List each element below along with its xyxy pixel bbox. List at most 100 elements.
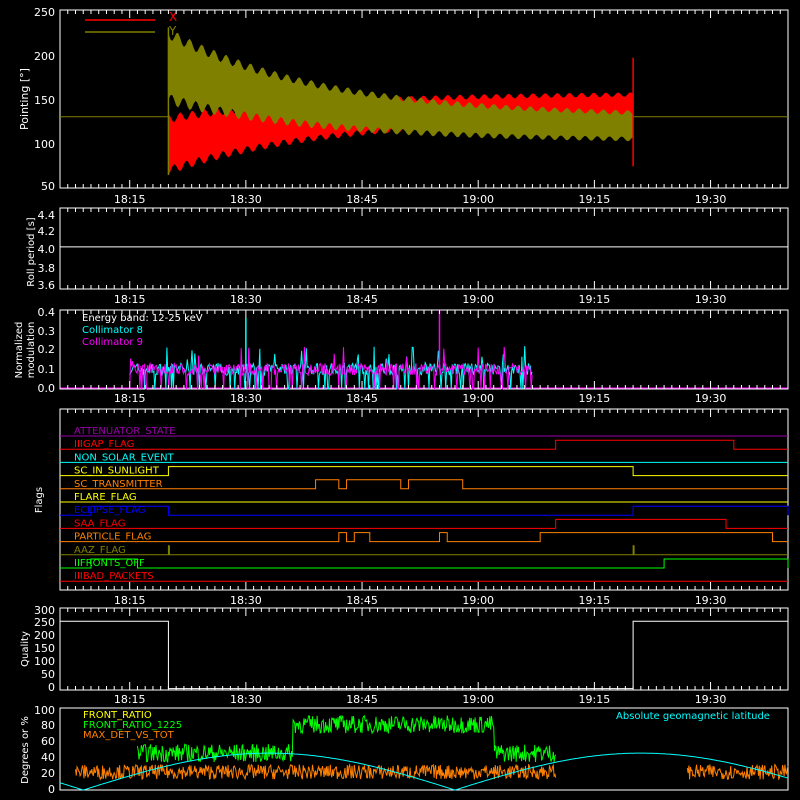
flag-label: NON_SOLAR_EVENT <box>74 452 175 463</box>
x-tick-label: 19:00 <box>462 693 494 706</box>
x-tick-label: 19:00 <box>462 193 494 206</box>
mod-energy-band: Energy band: 12-25 keV <box>82 313 203 324</box>
x-tick-label: 19:15 <box>579 594 611 607</box>
flag-label: SC_TRANSMITTER <box>74 479 163 490</box>
mod-ytick-0.0: 0.0 <box>38 382 56 395</box>
ratios-ytick-20: 20 <box>41 767 55 780</box>
mod-legend-collimator-9: Collimator 9 <box>82 337 143 348</box>
x-tick-label: 18:45 <box>346 392 378 405</box>
quality-ytick-250: 250 <box>34 616 55 629</box>
x-tick-label: 19:00 <box>462 293 494 306</box>
x-tick-label: 19:00 <box>462 392 494 405</box>
x-tick-label: 18:45 <box>346 193 378 206</box>
mod-ylabel-line1: Normalized <box>14 322 25 379</box>
ratios-series-max-det-vs-tot <box>75 762 557 781</box>
mod-legend-collimator-8: Collimator 8 <box>82 325 143 336</box>
pointing-ytick-50: 50 <box>41 180 55 193</box>
flags-marks: ATTENUATOR_STATE IIIGAP_FLAG NON_SOLAR_EVE… <box>60 426 789 582</box>
x-tick-label: 19:00 <box>462 594 494 607</box>
ratios-panel: 0 20 40 60 80 100 Degrees or % FRONT_RAT… <box>20 704 789 796</box>
x-tick-label: 19:30 <box>695 193 727 206</box>
flag-line <box>60 439 788 450</box>
ratios-series-max-det-vs-tot <box>686 763 789 781</box>
roll-ytick-4.2: 4.2 <box>38 225 56 238</box>
pointing-ytick-100: 100 <box>34 138 55 151</box>
flag-line <box>60 558 789 569</box>
roll-ytick-3.6: 3.6 <box>38 279 56 292</box>
x-tick-label: 18:30 <box>230 293 262 306</box>
flag-label: SC_IN_SUNLIGHT <box>74 466 160 477</box>
x-tick-label: 19:15 <box>579 392 611 405</box>
x-tick-label: 18:45 <box>346 693 378 706</box>
x-tick-label: 18:45 <box>346 594 378 607</box>
flags-panel: ATTENUATOR_STATE IIIGAP_FLAG NON_SOLAR_EVE… <box>34 408 789 607</box>
pointing-ylabel: Pointing [°] <box>18 68 31 130</box>
flag-label: FLARE_FLAG <box>74 492 137 503</box>
flag-line <box>60 505 789 516</box>
quality-ytick-50: 50 <box>41 668 55 681</box>
ratios-ytick-0: 0 <box>48 783 55 796</box>
ratios-ylabel: Degrees or % <box>20 716 31 784</box>
flag-label: IIIBAD_PACKETS <box>74 571 154 582</box>
ratios-legend-max-det-vs-tot: MAX_DET_VS_TOT <box>83 730 175 741</box>
pointing-series-y <box>168 32 634 142</box>
flag-label: AAZ_FLAG <box>74 545 126 556</box>
x-tick-label: 18:15 <box>114 594 146 607</box>
x-tick-label: 18:15 <box>114 293 146 306</box>
ratios-frame <box>59 707 789 791</box>
quality-ytick-300: 300 <box>34 604 55 617</box>
x-tick-label: 18:45 <box>346 293 378 306</box>
mod-ytick-0.1: 0.1 <box>38 363 56 376</box>
flag-label: PARTICLE_FLAG <box>74 532 151 543</box>
modulation-series-collimator-9 <box>129 346 533 390</box>
flag-line <box>60 518 788 529</box>
x-tick-label: 18:30 <box>230 693 262 706</box>
modulation-panel: 0.0 0.1 0.2 0.3 0.4 Normalized modulatio… <box>14 306 789 405</box>
x-tick-label: 18:15 <box>114 193 146 206</box>
flag-label: IIIGAP_FLAG <box>74 439 134 450</box>
x-tick-label: 18:30 <box>230 193 262 206</box>
flag-line <box>60 545 788 556</box>
mod-ytick-0.3: 0.3 <box>38 325 56 338</box>
x-tick-label: 19:30 <box>695 693 727 706</box>
x-tick-label: 18:15 <box>114 392 146 405</box>
flag-line <box>60 466 788 477</box>
flag-line <box>60 479 788 490</box>
ratios-series-front-ratio-1225 <box>136 714 557 764</box>
x-tick-label: 18:30 <box>230 594 262 607</box>
quality-ytick-100: 100 <box>34 655 55 668</box>
pointing-axis: 50 100 150 200 250 Pointing [°] X Y <box>18 6 177 193</box>
flag-line <box>60 532 788 543</box>
x-tick-label: 19:15 <box>579 193 611 206</box>
pointing-ytick-150: 150 <box>34 94 55 107</box>
quality-ytick-150: 150 <box>34 642 55 655</box>
x-tick-label: 19:30 <box>695 392 727 405</box>
pointing-ytick-250: 250 <box>34 6 55 19</box>
pointing-panel: 50 100 150 200 250 Pointing [°] X Y 18:1… <box>18 6 789 206</box>
ratios-ytick-100: 100 <box>34 704 55 717</box>
mod-ytick-0.4: 0.4 <box>38 306 56 319</box>
pointing-ytick-200: 200 <box>34 50 55 63</box>
flag-label: ATTENUATOR_STATE <box>74 426 175 437</box>
ratios-legend-front-ratio-1225: FRONT_RATIO_1225 <box>83 720 182 731</box>
flag-label: ECLIPSE_FLAG <box>74 505 145 516</box>
quality-ytick-0: 0 <box>48 681 55 694</box>
x-tick-label: 19:30 <box>695 293 727 306</box>
roll-ytick-4.4: 4.4 <box>38 209 56 222</box>
x-tick-label: 18:30 <box>230 392 262 405</box>
x-tick-label: 19:15 <box>579 693 611 706</box>
pointing-marks <box>60 27 788 176</box>
flag-label: IIFRONTS_OFF <box>74 558 145 569</box>
x-tick-label: 18:15 <box>114 693 146 706</box>
mod-ytick-0.2: 0.2 <box>38 343 56 356</box>
pointing-legend-y: Y <box>168 24 177 38</box>
pointing-legend-x: X <box>169 10 177 24</box>
ratios-marks <box>59 714 789 791</box>
roll-ytick-3.8: 3.8 <box>38 262 56 275</box>
flag-label: SAA_FLAG <box>74 518 125 529</box>
flags-ylabel: Flags <box>34 487 45 513</box>
ratios-legend-front-ratio: FRONT_RATIO <box>83 710 152 721</box>
quality-panel: 0 50 100 150 200 250 300 Quality 18:15 18… <box>20 604 789 706</box>
x-tick-label: 19:15 <box>579 293 611 306</box>
